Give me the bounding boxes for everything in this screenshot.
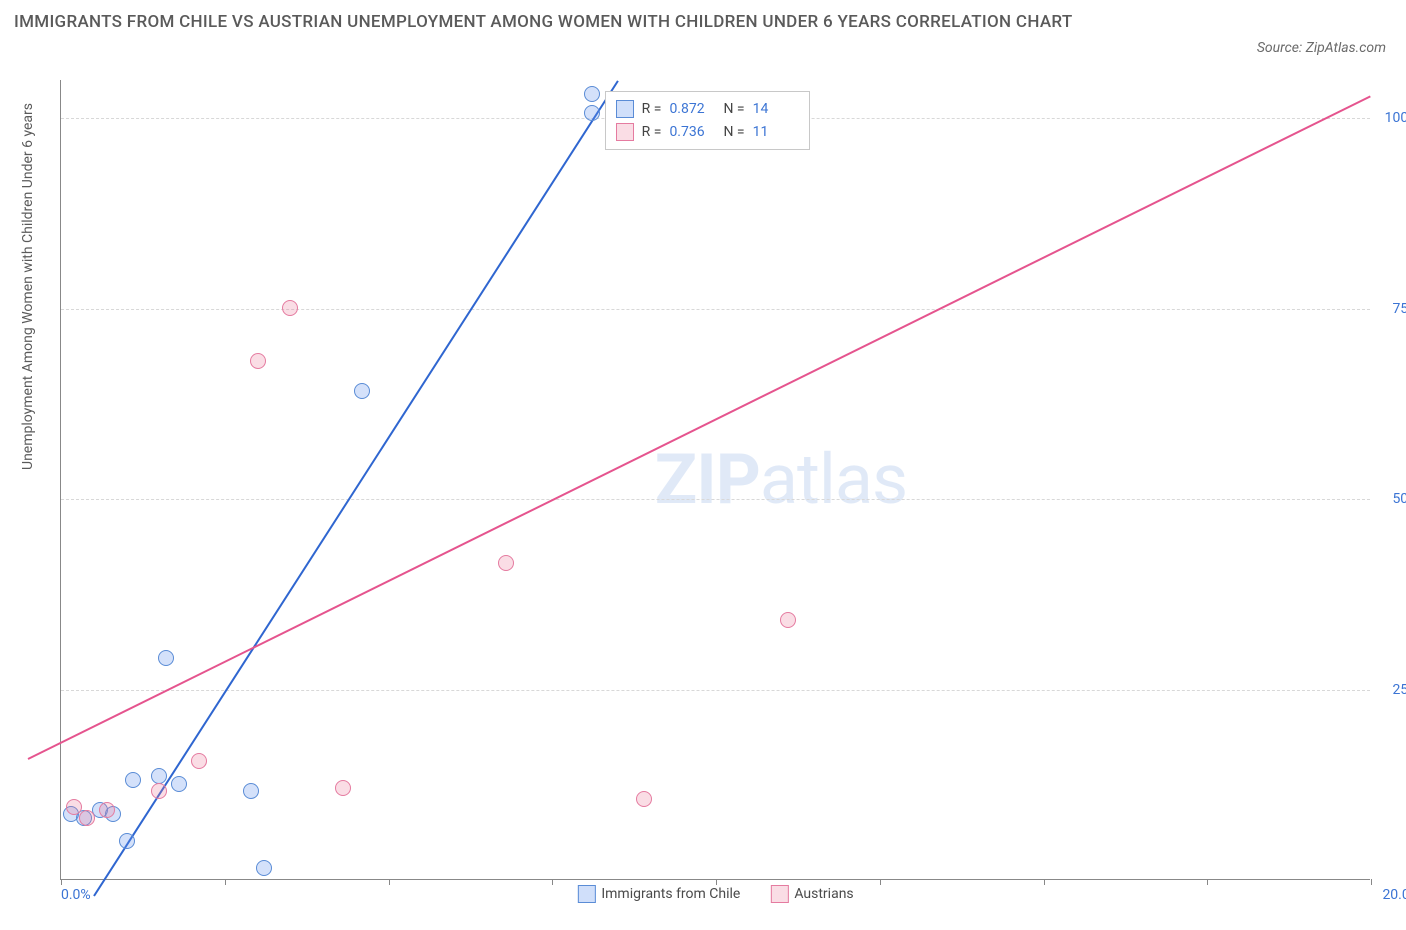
point-chile: [119, 833, 135, 849]
swatch-austrians-icon: [616, 123, 634, 141]
x-tick-label-max: 20.0%: [1382, 887, 1406, 903]
plot-region: ZIPatlas 25.0%50.0%75.0%100.0%0.0%20.0%R…: [60, 80, 1370, 880]
point-austrians: [191, 753, 207, 769]
point-chile: [584, 86, 600, 102]
x-tick: [1207, 879, 1208, 885]
stat-n-value: 14: [753, 98, 799, 120]
x-tick: [1044, 879, 1045, 885]
point-chile: [151, 768, 167, 784]
stat-r-value: 0.872: [669, 98, 715, 120]
point-chile: [125, 772, 141, 788]
point-austrians: [636, 791, 652, 807]
y-tick-label: 50.0%: [1392, 491, 1406, 507]
point-chile: [171, 776, 187, 792]
gridline-horizontal: [61, 499, 1370, 500]
point-austrians: [250, 353, 266, 369]
chart-area: ZIPatlas 25.0%50.0%75.0%100.0%0.0%20.0%R…: [60, 80, 1370, 880]
x-tick: [552, 879, 553, 885]
legend-label: Immigrants from Chile: [601, 886, 740, 902]
legend: Immigrants from Chile Austrians: [577, 885, 853, 903]
stat-r-value: 0.736: [669, 121, 715, 143]
stats-row: R = 0.736 N = 11: [616, 121, 799, 143]
point-chile: [256, 860, 272, 876]
y-tick-label: 25.0%: [1392, 682, 1406, 698]
point-austrians: [151, 783, 167, 799]
gridline-horizontal: [61, 690, 1370, 691]
x-tick: [1371, 879, 1372, 885]
chart-title: IMMIGRANTS FROM CHILE VS AUSTRIAN UNEMPL…: [14, 10, 1073, 36]
y-axis-label: Unemployment Among Women with Children U…: [20, 103, 36, 470]
trend-line-chile: [93, 80, 619, 896]
stat-r-label: R =: [642, 98, 662, 120]
watermark: ZIPatlas: [655, 439, 907, 521]
stat-r-label: R =: [642, 121, 662, 143]
trend-line-austrians: [28, 95, 1372, 760]
legend-swatch-icon: [770, 885, 788, 903]
point-austrians: [335, 780, 351, 796]
source-attribution: Source: ZipAtlas.com: [1257, 40, 1386, 56]
gridline-horizontal: [61, 309, 1370, 310]
point-chile: [158, 650, 174, 666]
swatch-chile-icon: [616, 100, 634, 118]
point-austrians: [282, 300, 298, 316]
stat-n-label: N =: [723, 98, 744, 120]
stats-box: R = 0.872 N = 14 R = 0.736 N = 11: [605, 91, 810, 150]
x-tick: [880, 879, 881, 885]
stat-n-label: N =: [723, 121, 744, 143]
x-tick-label-min: 0.0%: [61, 887, 91, 903]
legend-label: Austrians: [794, 886, 853, 902]
legend-item: Austrians: [770, 885, 853, 903]
point-austrians: [99, 802, 115, 818]
x-tick: [389, 879, 390, 885]
stat-n-value: 11: [753, 121, 799, 143]
point-austrians: [498, 555, 514, 571]
point-austrians: [66, 799, 82, 815]
y-tick-label: 100.0%: [1385, 110, 1406, 126]
legend-item: Immigrants from Chile: [577, 885, 740, 903]
x-tick: [61, 879, 62, 885]
legend-swatch-icon: [577, 885, 595, 903]
stats-row: R = 0.872 N = 14: [616, 98, 799, 120]
point-chile: [354, 383, 370, 399]
point-austrians: [780, 612, 796, 628]
y-tick-label: 75.0%: [1392, 301, 1406, 317]
point-chile: [243, 783, 259, 799]
x-tick: [225, 879, 226, 885]
point-austrians: [79, 810, 95, 826]
point-chile: [584, 105, 600, 121]
